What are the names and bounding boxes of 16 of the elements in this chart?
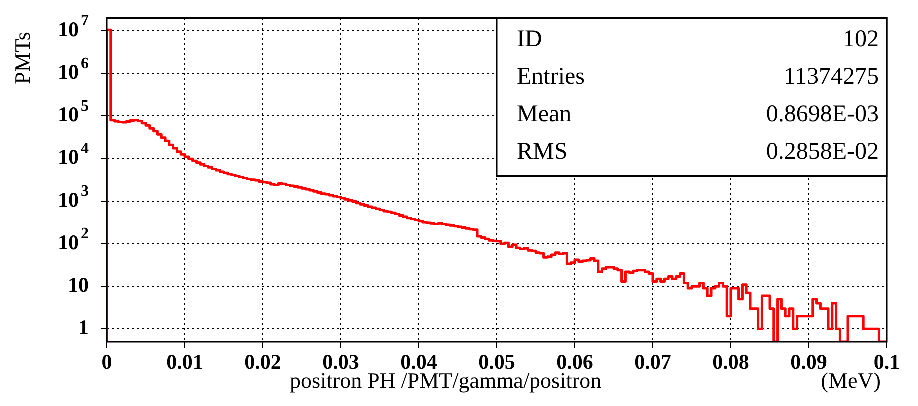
x-tick-label: 0.07 xyxy=(634,350,672,374)
annotation: 11374275 xyxy=(784,64,879,90)
y-tick-label: 10 xyxy=(68,273,89,298)
annotation: Entries xyxy=(517,64,585,90)
annotation: Mean xyxy=(517,101,572,128)
x-tick-label: 0.02 xyxy=(244,350,282,374)
y-axis-title: PMTs xyxy=(10,32,35,84)
y-tick-label: 1 xyxy=(78,316,89,340)
annotation: 0.8698E-03 xyxy=(766,101,879,128)
annotation: RMS xyxy=(517,138,568,165)
x-tick-label: 0.01 xyxy=(166,350,204,374)
annotation: ID xyxy=(517,26,542,52)
x-tick-label: 0.08 xyxy=(712,350,750,374)
annotation: 102 xyxy=(843,26,879,52)
x-tick-label: 0 xyxy=(102,350,112,374)
annotation: 0.2858E-02 xyxy=(766,138,879,165)
